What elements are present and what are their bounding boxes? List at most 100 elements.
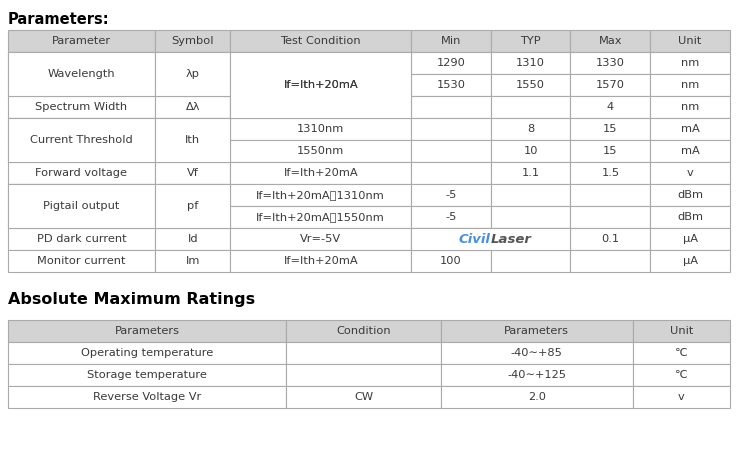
Bar (571, 228, 650, 250)
Text: Condition: Condition (336, 326, 391, 336)
Text: 10: 10 (523, 146, 538, 156)
Text: Absolute Maximum Ratings: Absolute Maximum Ratings (8, 292, 255, 307)
Text: 2.0: 2.0 (528, 392, 546, 402)
Bar (650, 52, 730, 74)
Bar (571, 184, 650, 206)
Bar (411, 206, 491, 228)
Bar (8, 52, 155, 74)
Text: μA: μA (682, 256, 698, 266)
Text: Monitor current: Monitor current (37, 256, 126, 266)
Text: pf: pf (187, 201, 198, 211)
Text: Forward voltage: Forward voltage (36, 168, 127, 178)
Bar (230, 184, 411, 206)
Bar (230, 162, 411, 184)
Text: v: v (687, 168, 693, 178)
Text: CW: CW (354, 392, 373, 402)
Bar (650, 118, 730, 140)
Bar (230, 228, 411, 250)
Bar (155, 228, 230, 250)
Text: 1310nm: 1310nm (297, 124, 344, 134)
Text: 1570: 1570 (596, 80, 625, 90)
Bar (650, 206, 730, 228)
Bar (571, 162, 650, 184)
Bar (286, 320, 441, 342)
Bar (491, 184, 571, 206)
Text: nm: nm (681, 80, 699, 90)
Text: Unit: Unit (679, 36, 702, 46)
Bar (155, 250, 230, 272)
Bar (230, 96, 411, 118)
Text: If=Ith+20mA: If=Ith+20mA (283, 80, 358, 90)
Text: 0.1: 0.1 (602, 234, 619, 244)
Bar (571, 52, 650, 74)
Text: If=Ith+20mA: If=Ith+20mA (283, 168, 358, 178)
Text: TYP: TYP (520, 36, 541, 46)
Bar (155, 52, 230, 74)
Bar (8, 320, 286, 342)
Bar (650, 96, 730, 118)
Bar (491, 206, 571, 228)
Bar (650, 140, 730, 162)
Text: ℃: ℃ (675, 348, 687, 358)
Bar (230, 30, 411, 52)
Text: 1310: 1310 (516, 58, 545, 68)
Bar (8, 250, 155, 272)
Text: Ith: Ith (185, 135, 201, 145)
Bar (8, 74, 155, 96)
Text: 100: 100 (440, 256, 462, 266)
Bar (286, 386, 441, 408)
Text: -40∼+125: -40∼+125 (508, 370, 566, 380)
Bar (633, 342, 730, 364)
Text: 8: 8 (527, 124, 534, 134)
Bar (650, 162, 730, 184)
Text: Pigtail output: Pigtail output (43, 201, 120, 211)
Bar (8, 30, 155, 52)
Bar (230, 118, 411, 140)
Bar (8, 184, 155, 206)
Bar (491, 250, 571, 272)
Text: Parameters: Parameters (505, 326, 569, 336)
Bar (650, 250, 730, 272)
Bar (411, 52, 491, 74)
Text: If=Ith+20mA、1550nm: If=Ith+20mA、1550nm (256, 212, 385, 222)
Text: If=Ith+20mA、1310nm: If=Ith+20mA、1310nm (256, 190, 385, 200)
Bar (650, 74, 730, 96)
Bar (491, 162, 571, 184)
Bar (411, 184, 491, 206)
Bar (8, 162, 155, 184)
Text: μA: μA (682, 234, 698, 244)
Text: Laser: Laser (491, 233, 531, 245)
Bar (8, 228, 155, 250)
Bar (155, 118, 230, 162)
Bar (411, 96, 491, 118)
Text: Reverse Voltage Vr: Reverse Voltage Vr (92, 392, 201, 402)
Bar (230, 140, 411, 162)
Bar (286, 342, 441, 364)
Text: 1330: 1330 (596, 58, 625, 68)
Text: 4: 4 (607, 102, 614, 112)
Bar (155, 206, 230, 228)
Bar (571, 206, 650, 228)
Bar (411, 74, 491, 96)
Text: -5: -5 (445, 212, 457, 222)
Bar (491, 140, 571, 162)
Text: Min: Min (440, 36, 461, 46)
Text: Id: Id (187, 234, 198, 244)
Text: -5: -5 (445, 190, 457, 200)
Text: 1290: 1290 (437, 58, 465, 68)
Bar (230, 74, 411, 96)
Bar (571, 30, 650, 52)
Text: 1.5: 1.5 (602, 168, 619, 178)
Text: Spectrum Width: Spectrum Width (36, 102, 127, 112)
Bar (155, 74, 230, 96)
Bar (155, 96, 230, 118)
Text: -40∼+85: -40∼+85 (511, 348, 563, 358)
Text: Unit: Unit (670, 326, 693, 336)
Text: If=Ith+20mA: If=Ith+20mA (283, 256, 358, 266)
Bar (8, 52, 155, 96)
Bar (491, 118, 571, 140)
Bar (441, 364, 633, 386)
Text: ℃: ℃ (675, 370, 687, 380)
Bar (491, 52, 571, 74)
Text: λp: λp (186, 69, 200, 79)
